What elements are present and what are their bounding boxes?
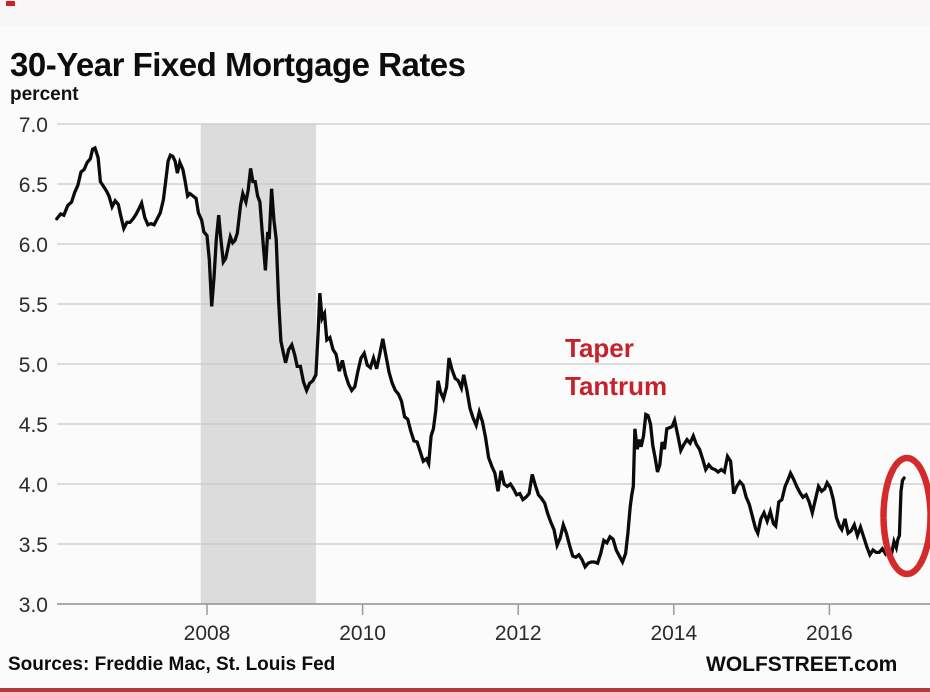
top-strip <box>0 0 930 26</box>
y-tick-label: 3.5 <box>19 534 48 557</box>
red-border-artifact <box>6 1 15 6</box>
x-tick-label: 2014 <box>650 622 697 645</box>
x-tick-label: 2008 <box>184 622 231 645</box>
wolfstreet-brand-link[interactable]: WOLFSTREET.com <box>706 653 898 676</box>
x-tick-label: 2012 <box>495 622 542 645</box>
taper-tantrum-annotation: Taper Tantrum <box>565 329 667 405</box>
x-tick-label: 2016 <box>806 622 853 645</box>
y-tick-label: 4.0 <box>19 474 48 497</box>
highlight-ellipse <box>880 454 930 578</box>
y-tick-label: 3.0 <box>19 594 48 617</box>
red-bottom-bar <box>0 688 930 692</box>
annotation-line-1: Taper <box>565 333 634 363</box>
x-tick-label: 2010 <box>339 622 386 645</box>
sources-credit: Sources: Freddie Mac, St. Louis Fed <box>8 654 336 675</box>
annotation-line-2: Tantrum <box>565 371 668 401</box>
y-tick-label: 7.0 <box>19 114 48 137</box>
y-tick-label: 4.5 <box>19 414 48 437</box>
rate-line <box>55 145 906 570</box>
y-tick-label: 5.0 <box>19 354 48 377</box>
y-tick-label: 5.5 <box>19 294 48 317</box>
y-axis-unit-label: percent <box>10 84 79 105</box>
y-tick-label: 6.5 <box>19 174 48 197</box>
page-title: 30-Year Fixed Mortgage Rates <box>10 46 466 84</box>
y-tick-label: 6.0 <box>19 234 48 257</box>
